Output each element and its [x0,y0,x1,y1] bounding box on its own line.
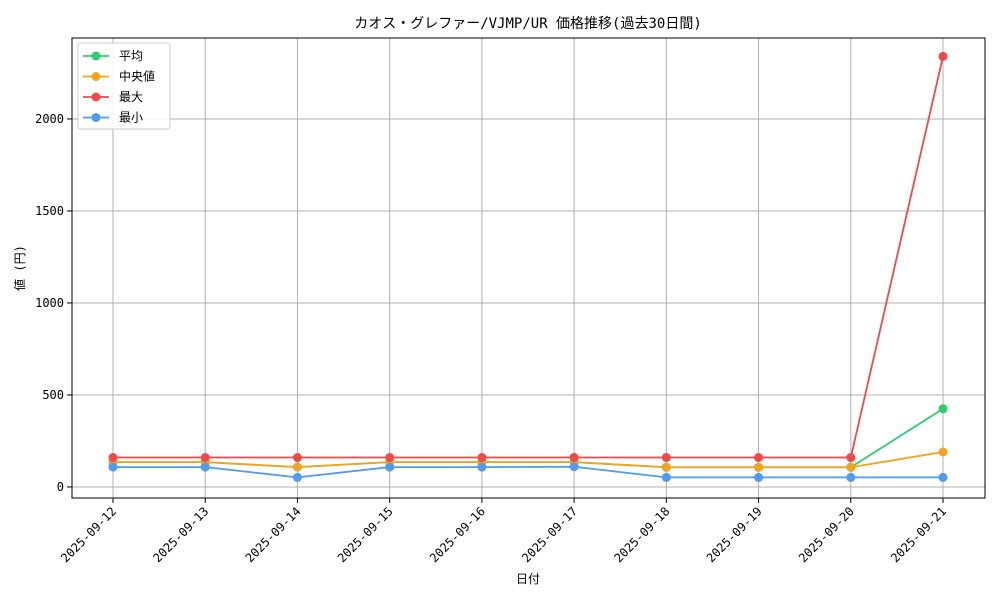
series-line-1 [113,451,944,469]
series-line-2 [113,56,944,459]
series-1 [108,447,948,472]
y-axis-ticks: 0 500 1000 1500 2000 [35,112,72,494]
data-point [108,462,118,472]
data-point [661,472,671,482]
legend-label: 中央値 [119,69,155,84]
series-3 [108,462,948,482]
legend-marker [91,51,101,61]
x-axis-label: 日付 [516,572,540,586]
data-point [292,472,302,482]
grid [72,38,985,498]
plot-frame [71,37,986,499]
series-2 [108,51,948,463]
y-tick-label: 0 [57,480,64,494]
data-point [200,453,210,463]
data-point [385,453,395,463]
data-point [661,462,671,472]
legend-marker [91,72,101,81]
data-point [754,472,764,482]
data-point [477,453,487,463]
y-tick-label: 500 [42,388,64,402]
data-point [200,462,210,472]
y-tick-label: 1000 [35,296,64,310]
y-tick-label: 1500 [35,204,64,218]
data-point [846,453,856,463]
chart-title: カオス・グレファー/VJMP/UR 価格推移(過去30日間) [354,16,702,32]
data-point [661,453,671,463]
legend-label: 最大 [119,90,143,104]
data-point [292,462,302,472]
legend-box [77,42,171,130]
data-point [292,453,302,463]
data-point [385,462,395,472]
data-point [754,453,764,463]
series-group [108,51,948,482]
series-line-3 [113,465,943,479]
y-tick-label: 2000 [35,112,64,126]
data-point [938,404,948,414]
legend-label: 最小 [119,111,143,125]
data-point [477,462,487,472]
data-point [938,447,948,457]
data-point [569,462,579,472]
data-point [846,472,856,482]
legend-marker [91,113,101,122]
data-point [938,472,948,482]
data-point [754,462,764,472]
data-point [108,453,118,463]
y-axis-label: 値 (円) [12,245,27,291]
data-point [938,51,948,61]
data-point [846,462,856,472]
data-point [569,453,579,463]
legend-marker [91,92,101,102]
legend-label: 平均 [119,49,143,63]
